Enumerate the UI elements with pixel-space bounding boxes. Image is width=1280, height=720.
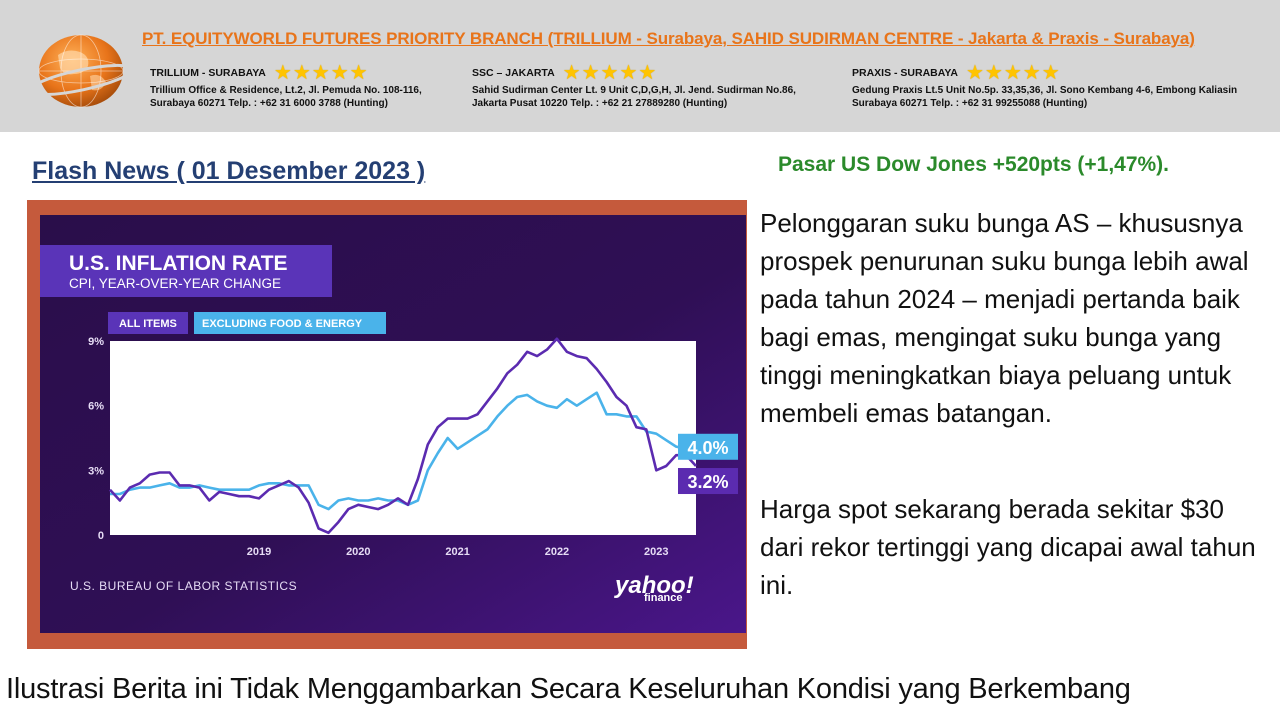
yahoo-finance-logo-sub: finance [644, 592, 683, 604]
branch-address-line2: Surabaya 60271 Telp. : +62 31 6000 3788 … [150, 98, 388, 109]
globe-logo-icon [28, 34, 134, 108]
header-banner: PT. EQUITYWORLD FUTURES PRIORITY BRANCH … [0, 0, 1280, 132]
rating-stars-icon: ★★★★★ [273, 62, 369, 84]
y-tick-label: 0 [98, 530, 104, 542]
yahoo-finance-logo: yahoo! [614, 572, 694, 599]
company-name: PT. EQUITYWORLD FUTURES PRIORITY BRANCH … [142, 29, 1195, 48]
chart-source: U.S. BUREAU OF LABOR STATISTICS [70, 579, 297, 593]
branch-praxis: PRAXIS - SURABAYA ★★★★★ Gedung Praxis Lt.… [852, 62, 1238, 110]
branch-ssc-jakarta: SSC – JAKARTA ★★★★★ Sahid Sudirman Center… [472, 62, 796, 110]
market-headline: Pasar US Dow Jones +520pts (+1,47%). [778, 153, 1170, 176]
chart-title: U.S. INFLATION RATE [69, 252, 288, 275]
branch-address-line2: Jakarta Pusat 10220 Telp. : +62 21 27889… [472, 98, 728, 109]
branch-address-line1: Gedung Praxis Lt.5 Unit No.5p. 33,35,36,… [852, 85, 1238, 96]
x-tick-label: 2020 [346, 546, 370, 558]
x-tick-label: 2019 [247, 546, 271, 558]
end-label-core-box [678, 433, 738, 460]
series-line-all-items [109, 337, 697, 535]
x-tick-label: 2023 [644, 546, 668, 558]
x-tick-label: 2021 [445, 546, 469, 558]
article-paragraph-1: Pelonggaran suku bunga AS – khususnya pr… [760, 208, 1249, 428]
y-tick-label: 6% [88, 401, 104, 413]
branch-address-line1: Trillium Office & Residence, Lt.2, Jl. P… [150, 85, 422, 96]
flash-news-title: Flash News ( 01 Desember 2023 ) [32, 157, 426, 185]
chart-subtitle: CPI, YEAR-OVER-YEAR CHANGE [69, 276, 281, 291]
legend-core-label: EXCLUDING FOOD & ENERGY [202, 318, 363, 330]
end-label-all-items: 3.2% [687, 472, 728, 492]
rating-stars-icon: ★★★★★ [966, 62, 1061, 84]
branch-name: TRILLIUM - SURABAYA [150, 66, 266, 79]
branch-trillium: TRILLIUM - SURABAYA ★★★★★ Trillium Office… [150, 62, 422, 110]
branch-name: PRAXIS - SURABAYA [852, 66, 958, 79]
inflation-chart: U.S. INFLATION RATE CPI, YEAR-OVER-YEAR … [40, 215, 746, 633]
branch-name: SSC – JAKARTA [472, 66, 555, 79]
legend-core [194, 312, 386, 334]
disclaimer-footer: Ilustrasi Berita ini Tidak Menggambarkan… [6, 673, 1131, 705]
branch-address-line1: Sahid Sudirman Center Lt. 9 Unit C,D,G,H… [472, 85, 796, 96]
end-label-core: 4.0% [687, 438, 728, 458]
legend-all-items [108, 312, 188, 334]
rating-stars-icon: ★★★★★ [562, 62, 658, 84]
end-label-all-items-box [678, 468, 738, 495]
y-tick-label: 3% [88, 465, 104, 477]
y-tick-label: 9% [88, 336, 104, 348]
x-tick-label: 2022 [545, 546, 569, 558]
chart-title-box [40, 245, 332, 297]
article-paragraph-2: Harga spot sekarang berada sekitar $30 d… [760, 494, 1256, 600]
legend-all-items-label: ALL ITEMS [119, 318, 177, 330]
branch-address-line2: Surabaya 60271 Telp. : +62 31 99255088 (… [852, 98, 1088, 109]
plot-area [110, 341, 696, 535]
